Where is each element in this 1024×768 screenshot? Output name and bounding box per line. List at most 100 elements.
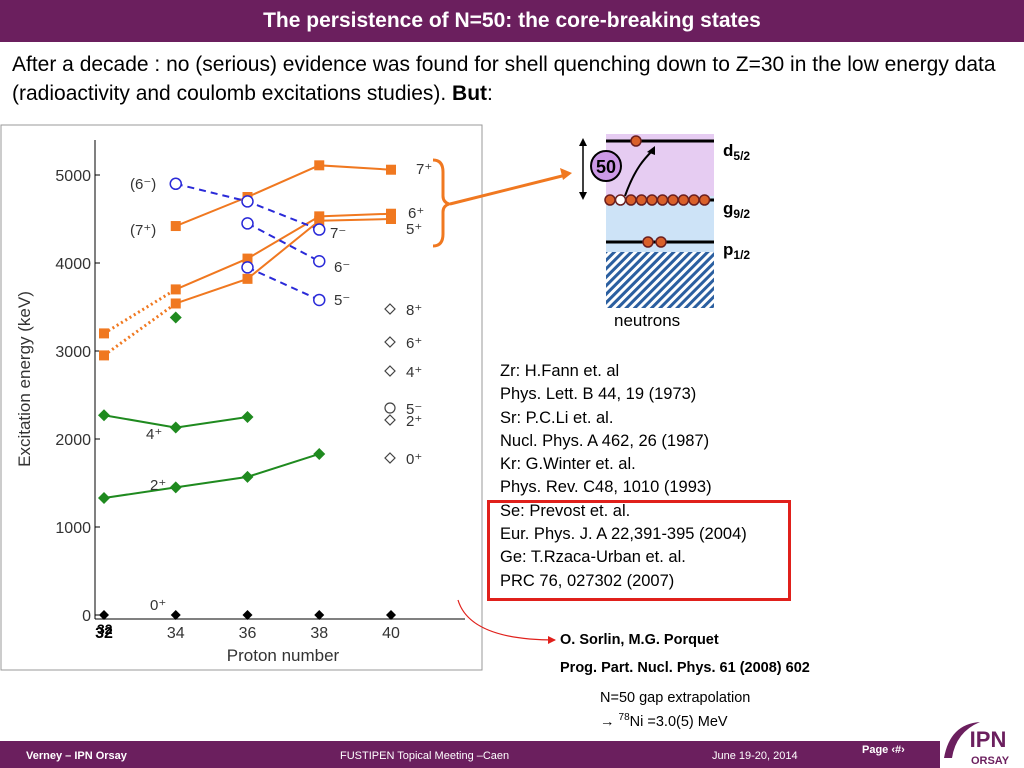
data-point — [242, 610, 253, 620]
footer-center: FUSTIPEN Topical Meeting –Caen — [340, 750, 510, 762]
reference-line: Kr: G.Winter et. al. — [500, 455, 636, 474]
g-particle — [614, 194, 627, 206]
extrap-line-2: → 78Ni =3.0(5) MeV — [600, 708, 750, 732]
reference-line: Phys. Lett. B 44, 19 (1973) — [500, 385, 697, 404]
slide-title: The persistence of N=50: the core-breaki… — [0, 0, 1024, 42]
gap-arrow-bottom — [579, 192, 587, 200]
legend-label: 8⁺ — [406, 302, 422, 319]
review-reference: O. Sorlin, M.G. Porquet Prog. Part. Nucl… — [560, 626, 810, 682]
data-point — [169, 177, 182, 191]
series-line — [175, 218, 392, 305]
data-point — [313, 223, 326, 236]
g-particle — [688, 194, 700, 206]
g-particle — [677, 194, 690, 206]
state-label: 6⁻ — [334, 259, 350, 276]
excitation-energy-chart: 0 1000 2000 3000 4000 5000 32 34 36 38 40 (6⁻) (7⁺)… — [0, 124, 484, 672]
red-connector-head — [548, 636, 556, 644]
data-point — [170, 221, 181, 232]
y-axis-label: Excitation energy (keV) — [15, 291, 34, 467]
series-line — [175, 212, 392, 291]
g-particle — [604, 194, 616, 206]
excitation-arrowhead — [647, 146, 655, 155]
data-point — [99, 328, 109, 339]
reference-line: Phys. Rev. C48, 1010 (1993) — [500, 478, 712, 497]
highlight-box — [487, 500, 791, 601]
y-tick-label: 5000 — [55, 168, 91, 185]
extrap-value: Ni =3.0(5) MeV — [629, 713, 728, 730]
series-layer — [98, 160, 396, 620]
data-point — [313, 447, 326, 460]
intro-bold: But — [452, 82, 488, 105]
state-label: 4⁺ — [146, 426, 162, 443]
gap-arrow-top — [579, 138, 587, 146]
x-tick-label: 40 — [382, 625, 400, 642]
g-particles — [604, 194, 711, 206]
state-label: 5⁺ — [406, 221, 422, 238]
y-tick-label: 4000 — [55, 256, 91, 273]
d-level-letter: d — [723, 141, 733, 160]
shell-diagram: 50 d5/2 g9/2 p1/2 — [579, 134, 750, 308]
data-point — [241, 217, 254, 230]
labels-layer: (6⁻)(7⁺)7⁺6⁺5⁺7⁻6⁻5⁻4⁺2⁺0⁺328⁺6⁺4⁺5⁻2⁺0⁺ — [97, 161, 432, 637]
data-point — [170, 284, 181, 295]
state-label: 0⁺ — [150, 597, 166, 614]
p-level-letter: p — [723, 240, 733, 259]
intro-paragraph: After a decade : no (serious) evidence w… — [12, 50, 1002, 108]
references-list: Zr: H.Fann et. al Phys. Lett. B 44, 19 (… — [500, 360, 747, 593]
data-point — [242, 273, 253, 284]
data-point — [241, 195, 254, 208]
g-particle — [698, 194, 711, 206]
orange-arrowhead — [560, 168, 572, 180]
data-point — [241, 411, 254, 423]
d-shell-region — [606, 134, 714, 196]
d-particle — [630, 135, 642, 147]
g-level-letter: g — [723, 199, 733, 218]
g-particle — [635, 194, 648, 206]
g-particle — [625, 194, 637, 206]
data-point — [241, 470, 254, 483]
x-tick-label: 32 — [95, 625, 113, 642]
chart-svg: 0 1000 2000 3000 4000 5000 32 34 36 38 40 (6⁻) (7⁺)… — [0, 124, 483, 671]
legend-label: 2⁺ — [406, 413, 422, 430]
magic-number: 50 — [596, 157, 616, 177]
ipn-logo: IPN ORSAY — [940, 718, 1024, 768]
legend-symbol — [384, 414, 396, 426]
reference-line: Nucl. Phys. A 462, 26 (1987) — [500, 431, 710, 450]
reference-line: Zr: H.Fann et. al — [500, 362, 620, 380]
x-tick-label: 36 — [239, 625, 257, 642]
d-level-sub: 5/2 — [733, 149, 750, 163]
reference-line: Se: Prevost et. al. — [500, 501, 631, 520]
state-label: 2⁺ — [150, 477, 166, 494]
series-line-dotted — [103, 288, 177, 335]
legend-symbol — [384, 452, 396, 464]
intro-end: : — [487, 82, 493, 105]
legend-label: 5⁻ — [406, 401, 422, 418]
legend-label: 6⁺ — [406, 335, 422, 352]
extrap-arrow: → — [600, 713, 619, 730]
data-point — [313, 254, 326, 268]
neutrons-label: neutrons — [614, 311, 681, 330]
legend-symbol — [384, 336, 396, 348]
legend-symbol — [384, 303, 396, 315]
g-particle — [656, 194, 669, 206]
review-authors: O. Sorlin, M.G. Porquet — [560, 632, 719, 648]
intro-text: After a decade : no (serious) evidence w… — [12, 53, 996, 105]
data-point — [386, 214, 396, 224]
state-label: 6⁺ — [408, 205, 424, 222]
d-level-label: d5/2 — [723, 141, 750, 163]
legend-symbol — [384, 402, 396, 414]
extrap-mass: 78 — [618, 712, 630, 723]
x-axis-label: Proton number — [227, 646, 340, 665]
data-point — [99, 610, 109, 620]
logo-text-bottom: ORSAY — [971, 755, 1010, 767]
data-point — [170, 298, 181, 309]
state-label: (7⁺) — [130, 222, 156, 239]
g-particle — [646, 194, 658, 206]
data-point — [386, 164, 396, 175]
data-point — [314, 160, 325, 171]
logo-swoosh — [944, 722, 980, 758]
legend-label: 4⁺ — [406, 364, 422, 381]
p-particle-2 — [655, 236, 667, 248]
y-tick-label: 2000 — [55, 432, 91, 449]
core-region — [606, 252, 714, 308]
